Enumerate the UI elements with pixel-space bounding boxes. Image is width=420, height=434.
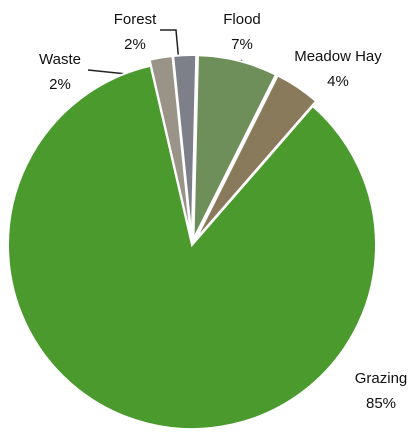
slice-value-label: 4% bbox=[327, 73, 349, 90]
slice-value-label: 2% bbox=[49, 76, 71, 93]
slice-label: Flood bbox=[223, 11, 261, 28]
slice-label: Meadow Hay bbox=[294, 48, 382, 65]
slice-value-label: 7% bbox=[231, 36, 253, 53]
slice-label: Forest bbox=[114, 11, 157, 28]
slice-value-label: 2% bbox=[124, 36, 146, 53]
slice-label: Waste bbox=[39, 51, 81, 68]
pie-slice bbox=[192, 54, 278, 240]
pie-slice bbox=[194, 74, 318, 241]
slice-label: Grazing bbox=[355, 370, 408, 387]
pie-slice bbox=[172, 54, 198, 240]
slice-value-label: 85% bbox=[366, 395, 396, 412]
pie-slice bbox=[7, 64, 377, 430]
